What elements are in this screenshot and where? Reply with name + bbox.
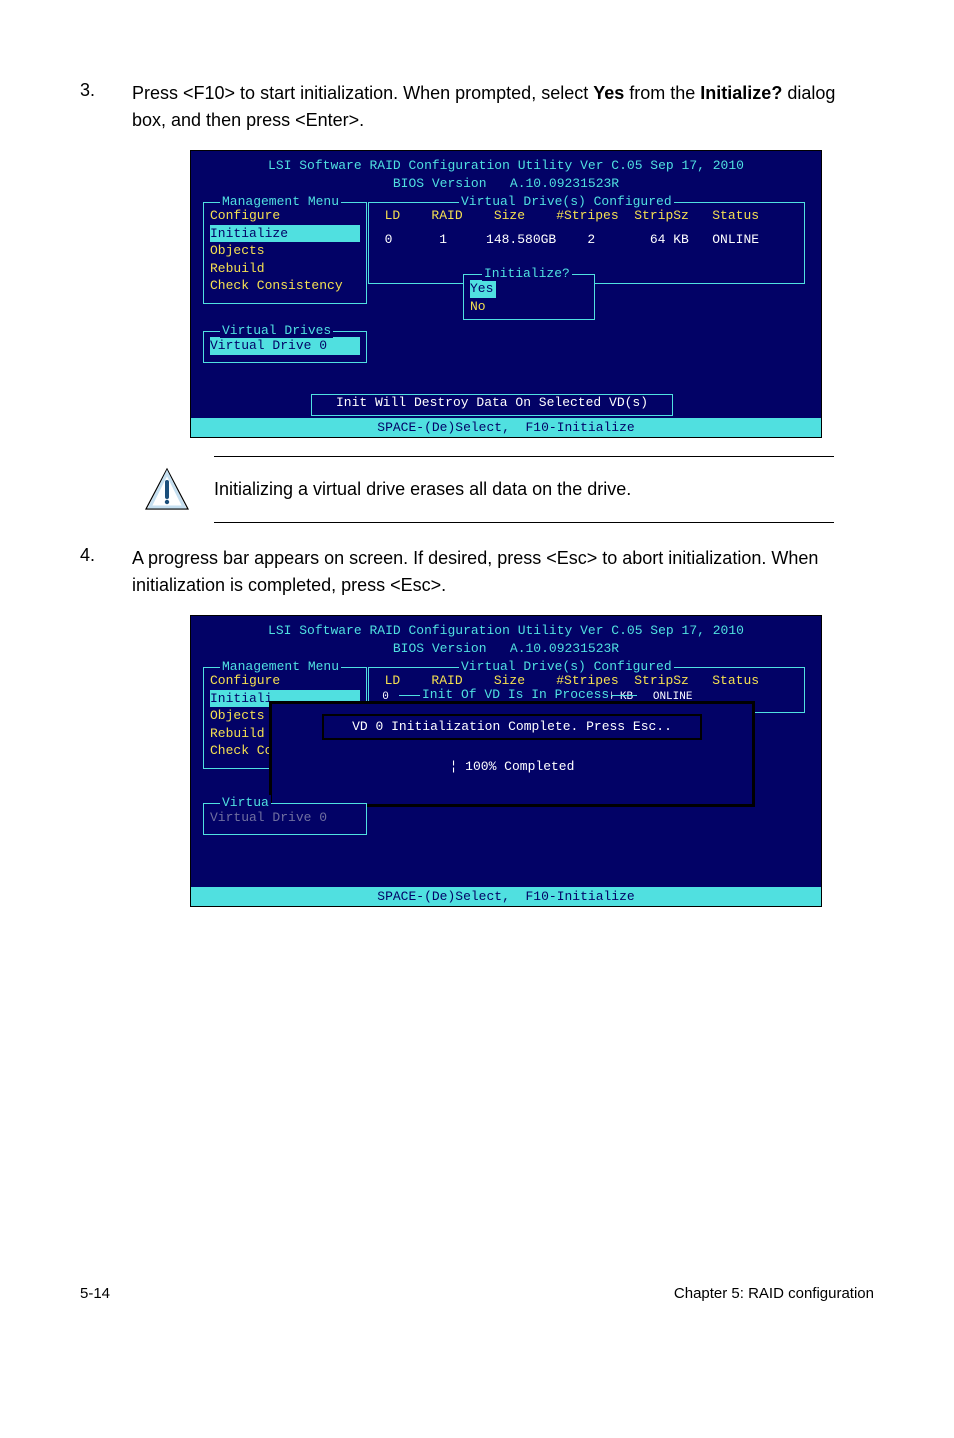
step-text: A progress bar appears on screen. If des… xyxy=(132,545,874,599)
completion-msg: VD 0 Initialization Complete. Press Esc.… xyxy=(352,719,672,734)
step-text: Press <F10> to start initialization. Whe… xyxy=(132,80,874,134)
vd-panel-title-2: Virtual Drive(s) Configured xyxy=(459,659,674,674)
warning-callout: Initializing a virtual drive erases all … xyxy=(144,456,834,523)
dialog-no[interactable]: No xyxy=(470,298,588,316)
completion-msg-box: VD 0 Initialization Complete. Press Esc.… xyxy=(322,714,702,740)
step-number: 4. xyxy=(80,545,132,599)
bios-screenshot-2: LSI Software RAID Configuration Utility … xyxy=(190,615,874,907)
vd-data-row: 0 1 148.580GB 2 64 KB ONLINE xyxy=(369,225,804,249)
menu-rebuild[interactable]: Rebuild xyxy=(210,260,360,278)
init-process-line: Init Of VD Is In Process xyxy=(399,695,637,696)
step3-yes: Yes xyxy=(593,83,624,103)
vd-list-title-2: Virtua xyxy=(220,795,271,810)
menu-initialize[interactable]: Initialize xyxy=(210,225,360,243)
completion-outer-box: VD 0 Initialization Complete. Press Esc.… xyxy=(269,701,755,807)
virtual-drive-0[interactable]: Virtual Drive 0 xyxy=(210,337,360,355)
warning-text: Initializing a virtual drive erases all … xyxy=(214,479,631,499)
step3-initialize: Initialize? xyxy=(700,83,782,103)
initialize-dialog: Initialize? Yes No xyxy=(463,274,595,320)
mgmt-title-2: Management Menu xyxy=(220,659,341,674)
mgmt-title: Management Menu xyxy=(220,194,341,209)
bios1-title: LSI Software RAID Configuration Utility … xyxy=(191,157,821,192)
step3-text-a: Press <F10> to start initialization. Whe… xyxy=(132,83,593,103)
menu-configure-2[interactable]: Configure xyxy=(210,672,360,690)
virtual-drives-panel-2: Virtua Virtual Drive 0 xyxy=(203,803,367,835)
vd-list-title: Virtual Drives xyxy=(220,323,333,338)
dialog-title: Initialize? xyxy=(482,266,572,281)
warning-icon xyxy=(144,465,190,515)
chapter-title: Chapter 5: RAID configuration xyxy=(674,1285,874,1302)
menu-objects[interactable]: Objects xyxy=(210,242,360,260)
bios2-footer: SPACE-(De)Select, F10-Initialize xyxy=(191,887,821,906)
init-of-text: Init Of VD Is In Process xyxy=(420,687,611,702)
page-number: 5-14 xyxy=(80,1285,110,1302)
step-4: 4. A progress bar appears on screen. If … xyxy=(80,545,874,599)
bios1-footer: SPACE-(De)Select, F10-Initialize xyxy=(191,418,821,437)
virtual-drives-panel: Virtual Drives Virtual Drive 0 xyxy=(203,331,367,363)
menu-check-consistency[interactable]: Check Consistency xyxy=(210,277,360,295)
destroy-warning-text: Init Will Destroy Data On Selected VD(s) xyxy=(336,395,648,410)
vd-panel-title: Virtual Drive(s) Configured xyxy=(459,194,674,209)
page-footer: 5-14 Chapter 5: RAID configuration xyxy=(0,1265,954,1332)
progress-row: ¦ 100% Completed xyxy=(272,759,752,774)
step-3: 3. Press <F10> to start initialization. … xyxy=(80,80,874,134)
dialog-yes[interactable]: Yes xyxy=(470,280,496,298)
progress-text: ¦ 100% Completed xyxy=(450,759,575,774)
virtual-drive-0-2[interactable]: Virtual Drive 0 xyxy=(210,809,360,827)
step-number: 3. xyxy=(80,80,132,134)
bios-screenshot-1: LSI Software RAID Configuration Utility … xyxy=(190,150,874,438)
vd-configured-panel: Virtual Drive(s) Configured LD RAID Size… xyxy=(368,202,805,284)
menu-configure[interactable]: Configure xyxy=(210,207,360,225)
step3-text-b: from the xyxy=(624,83,700,103)
bios2-title: LSI Software RAID Configuration Utility … xyxy=(191,622,821,657)
management-menu-panel: Management Menu Configure Initialize Obj… xyxy=(203,202,367,304)
destroy-warning-box: Init Will Destroy Data On Selected VD(s) xyxy=(311,394,673,416)
